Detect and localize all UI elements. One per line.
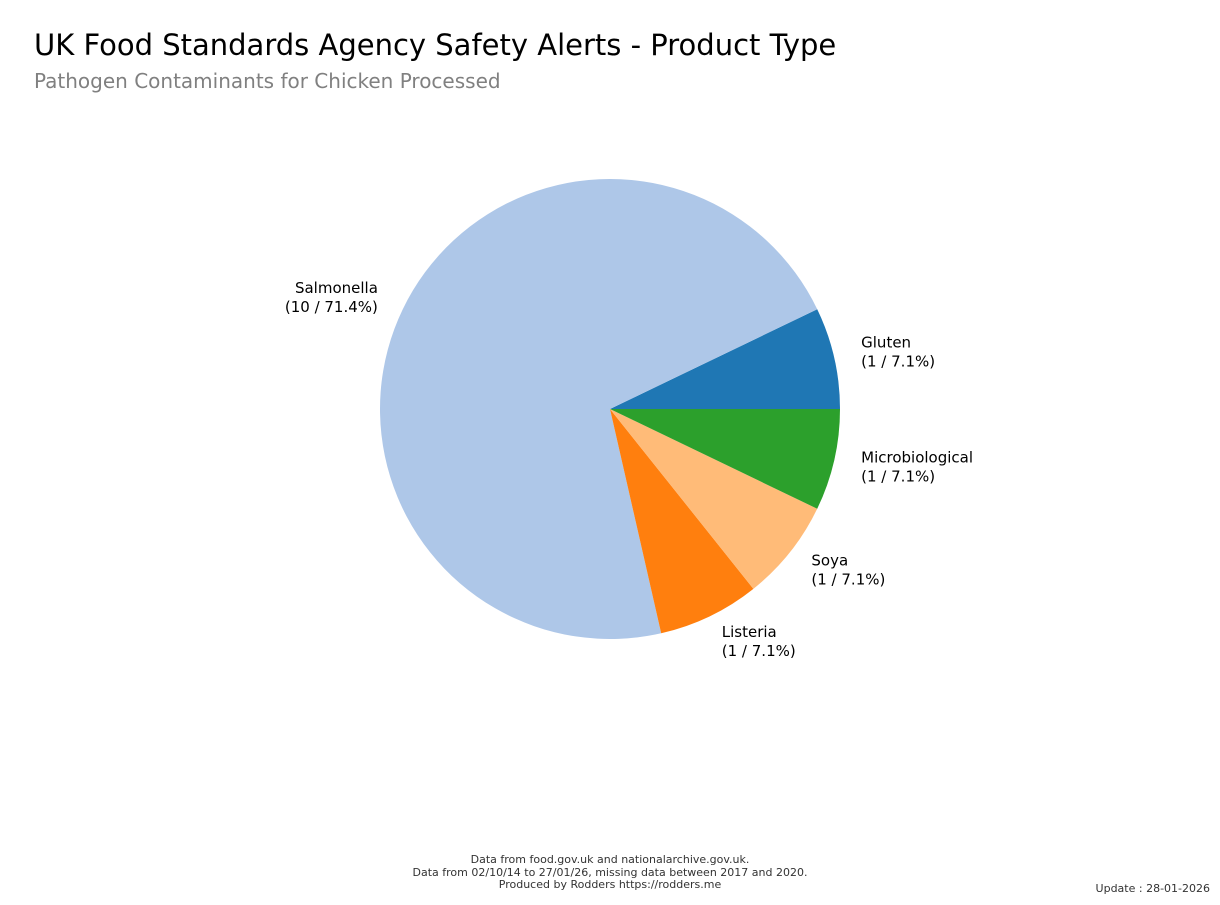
pie-slice-salmonella	[379, 178, 818, 639]
pie-slice-microbiological	[610, 409, 840, 509]
chart-title: UK Food Standards Agency Safety Alerts -…	[34, 28, 837, 62]
slice-label-soya: Soya (1 / 7.1%)	[811, 552, 885, 589]
update-date: Update : 28-01-2026	[1095, 882, 1210, 895]
chart-subtitle: Pathogen Contaminants for Chicken Proces…	[34, 69, 501, 93]
pie-slice-listeria	[610, 409, 754, 634]
footer-source: Data from food.gov.uk and nationalarchiv…	[470, 853, 750, 866]
slice-label-microbiological: Microbiological (1 / 7.1%)	[861, 448, 973, 485]
pie-slice-soya	[610, 409, 818, 589]
footer-credits: Data from food.gov.uk and nationalarchiv…	[0, 853, 1220, 892]
slice-label-gluten: Gluten (1 / 7.1%)	[861, 334, 935, 371]
slice-label-salmonella: Salmonella (10 / 71.4%)	[285, 279, 378, 316]
footer-producer: Produced by Rodders https://rodders.me	[498, 878, 722, 891]
footer-date-range: Data from 02/10/14 to 27/01/26, missing …	[412, 865, 808, 879]
slice-label-listeria: Listeria (1 / 7.1%)	[722, 623, 796, 660]
pie-slice-gluten	[610, 309, 840, 409]
